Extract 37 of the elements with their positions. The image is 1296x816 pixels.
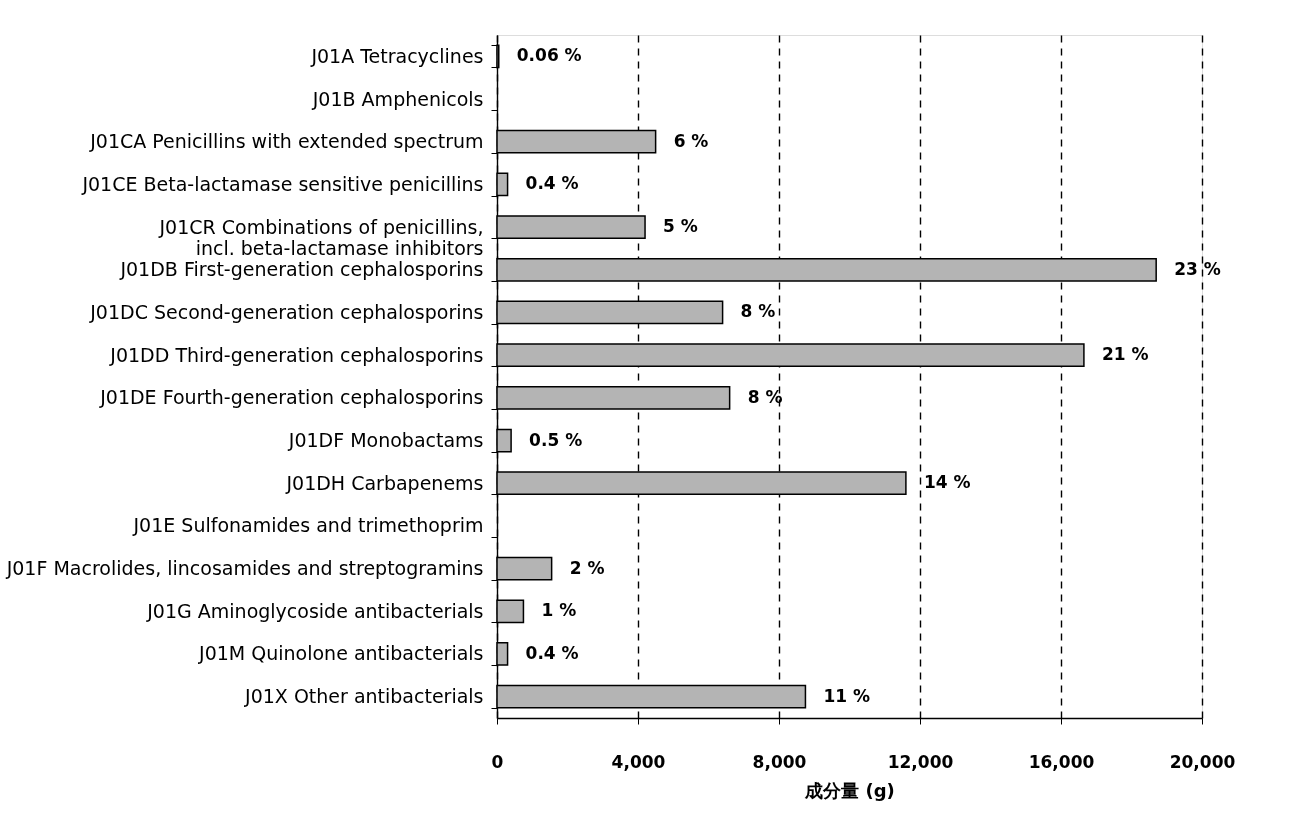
y-tick-label: J01B Amphenicols [311,87,484,110]
annotation: 0.5 % [529,429,583,450]
y-tick-label: J01DF Monobactams [287,429,484,452]
y-tick-label: J01M Quinolone antibacterials [198,642,484,665]
y-tick-label: J01F Macrolides, lincosamides and streptogramins [5,557,484,580]
annotation: 0.06 % [516,45,582,66]
annotation: 5 % [663,216,698,237]
x-tick-label: 20,000 [1169,751,1236,772]
annotation: 8 % [747,386,783,407]
y-tick-label: J01DB First-generation cephalosporins [119,258,484,281]
annotation: 6 % [673,130,709,151]
y-tick-label: J01G Aminoglycoside antibacterials [146,599,484,622]
x-tick-label: 8,000 [752,751,807,772]
x-tick-label: 4,000 [611,751,666,772]
annotation: 21 % [1101,344,1149,365]
y-tick-label: J01X Other antibacterials [244,685,484,708]
annotation: 23 % [1174,258,1221,279]
y-tick-label: J01CE Beta-lactamase sensitive penicillins [81,172,484,195]
annotation: 0.4 % [525,642,579,663]
x-tick-label: 0 [491,751,504,772]
annotation: 0.4 % [525,173,579,194]
y-tick-label: J01DH Carbapenems [285,471,484,494]
x-tick-label: 16,000 [1028,751,1095,772]
y-tick-label: J01DC Second-generation cephalosporins [89,300,484,323]
y-tick-label: J01CR Combinations of penicillins, incl. beta-lactamase inhibitors [158,215,484,259]
annotation: 11 % [823,685,871,706]
y-tick-label: J01DD Third-generation cephalosporins [109,343,484,366]
y-tick-label: J01CA Penicillins with extended spectrum [89,130,484,153]
y-tick-label: J01A Tetracyclines [310,44,484,67]
y-tick-label: J01DE Fourth-generation cephalosporins [99,386,484,409]
y-tick-label: J01E Sulfonamides and trimethoprim [132,514,484,537]
annotation: 1 % [541,600,577,621]
x-axis-title: 成分量 (g) [804,779,895,801]
annotation: 14 % [923,472,971,493]
annotation: 2 % [569,557,605,578]
annotation: 8 % [740,301,776,322]
x-tick-label: 12,000 [887,751,954,772]
